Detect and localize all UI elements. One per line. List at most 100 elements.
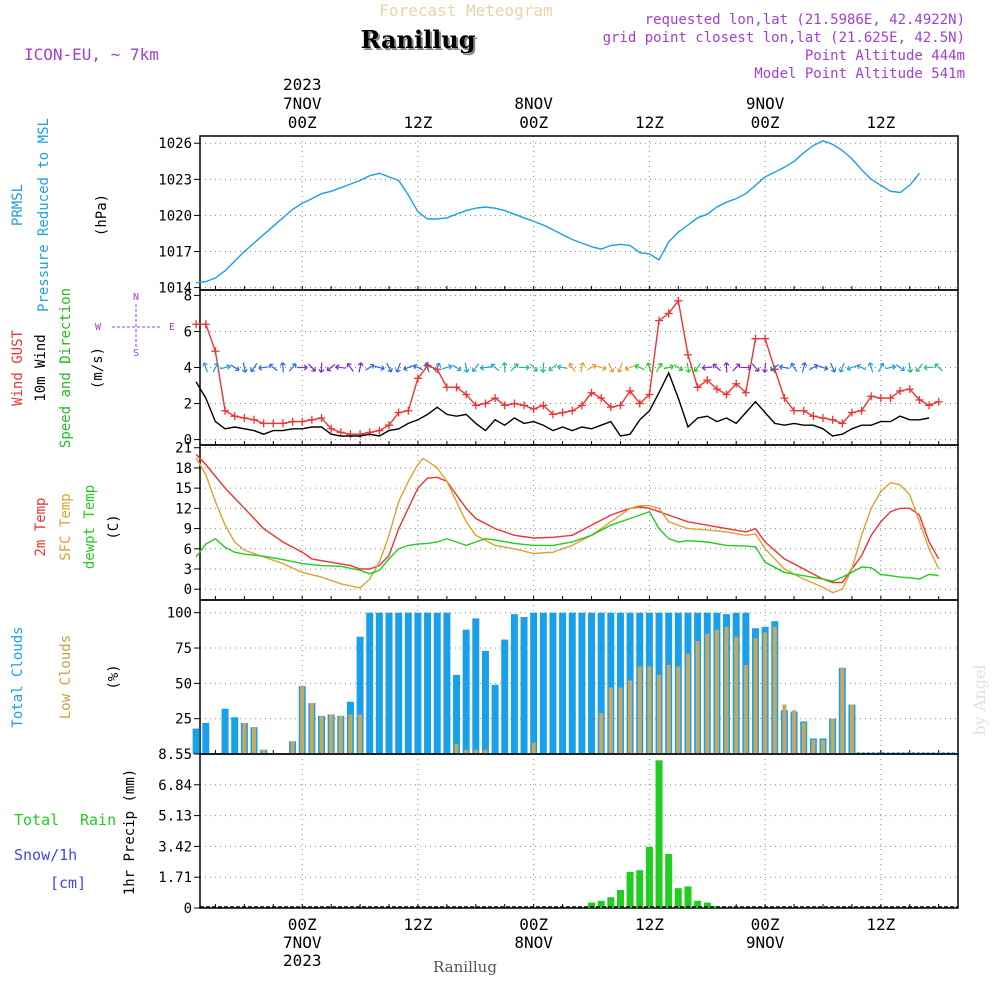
gust-marker xyxy=(413,374,422,383)
top-axis-label: 00Z xyxy=(751,113,780,132)
wind-direction-arrow-shape xyxy=(540,362,547,373)
wind-direction-arrow-shape xyxy=(818,365,829,372)
wind-direction-arrow-shape xyxy=(616,362,623,373)
wind-direction-arrow xyxy=(374,365,385,372)
wind-direction-arrow xyxy=(365,363,375,371)
bottom-axis-label: 00Z xyxy=(288,915,317,934)
wind-direction-arrow-shape xyxy=(463,362,470,373)
wind-gust-label: Wind GUST xyxy=(10,330,26,406)
top-axis-label: 12Z xyxy=(866,113,895,132)
total-clouds-bar xyxy=(597,612,605,754)
wind-direction-arrow xyxy=(308,363,316,372)
wind-direction-arrow-shape xyxy=(412,363,423,371)
pressure-ytick-label: 1017 xyxy=(158,245,192,261)
clouds-panel: 25 50 75 100 xyxy=(167,599,959,755)
cloud-unit: (%) xyxy=(106,664,122,689)
wind-direction-arrow-shape xyxy=(403,364,414,372)
gust-marker xyxy=(818,413,827,422)
bottom-axis-label: 9NOV xyxy=(746,933,785,952)
rain-bar xyxy=(636,870,644,908)
precip-ytick-label: 1.71 xyxy=(158,870,192,886)
total-clouds-bar xyxy=(481,650,489,754)
total-clouds-bar xyxy=(385,612,393,754)
gust-marker xyxy=(693,383,702,392)
bottom-axis-label: 8NOV xyxy=(514,933,553,952)
total-clouds-bar xyxy=(607,612,615,754)
rain-bar xyxy=(597,900,605,908)
gust-marker xyxy=(510,399,519,408)
wind-direction-arrow xyxy=(656,362,663,373)
pressure-reduced-label: Pressure Reduced to MSL xyxy=(36,118,52,312)
bottom-axis-label: 7NOV xyxy=(283,933,322,952)
bottom-axis-label: 12Z xyxy=(866,915,895,934)
total-clouds-bar xyxy=(221,708,229,754)
requested-coords: requested lon,lat (21.5986E, 42.4922N) xyxy=(645,12,965,28)
wind-direction-arrow-shape xyxy=(885,364,896,370)
gust-marker xyxy=(876,394,885,403)
wind-direction-arrow xyxy=(202,362,209,373)
wind-direction-arrow xyxy=(480,364,491,371)
low-clouds-bar xyxy=(734,636,739,754)
rain-bar xyxy=(694,900,702,908)
low-clouds-bar xyxy=(309,703,314,754)
low-clouds-bar xyxy=(763,632,768,754)
gust-marker xyxy=(896,386,905,395)
gust-marker xyxy=(230,412,239,421)
wind-direction-arrow-shape xyxy=(907,362,914,373)
wind-direction-arrow-shape xyxy=(472,363,480,373)
compass-rose: N S W E xyxy=(95,292,175,359)
low-clouds-bar xyxy=(329,714,334,754)
low-clouds-bar xyxy=(300,686,305,754)
wind-labels: Wind GUST 10m Wind Speed and Direction (… xyxy=(10,288,175,448)
wind-direction-arrow-shape xyxy=(318,362,325,373)
sfc-temp-line xyxy=(195,457,940,594)
clouds-ytick-label: 25 xyxy=(175,712,192,728)
wind-direction-arrow xyxy=(877,362,885,373)
wind-direction-arrow-shape xyxy=(877,362,885,373)
rain-bar xyxy=(684,886,692,908)
footer-location: Ranillug xyxy=(433,958,497,976)
wind-direction-arrow-shape xyxy=(634,363,645,371)
wind-direction-arrow-shape xyxy=(288,363,297,372)
wind-direction-arrow-shape xyxy=(241,362,248,373)
total-clouds-bar xyxy=(616,612,624,754)
wind-direction-arrow-shape xyxy=(801,362,808,373)
gust-marker xyxy=(491,394,500,403)
cloud-labels: Total Clouds Low Clouds (%) xyxy=(10,626,122,727)
gust-marker xyxy=(606,403,615,412)
total-clouds-bar xyxy=(559,612,567,754)
wind-direction-arrow-shape xyxy=(846,365,857,372)
wind-direction-arrow xyxy=(297,364,308,371)
gust-marker xyxy=(529,404,538,413)
low-clouds-bar xyxy=(599,713,604,754)
wind-direction-arrow xyxy=(838,362,845,373)
low-clouds-bar xyxy=(676,666,681,754)
wind-direction-arrow xyxy=(624,365,635,372)
gust-marker xyxy=(751,334,760,343)
gust-marker xyxy=(201,320,210,329)
low-clouds-bar xyxy=(637,666,642,754)
wind-direction-arrow-shape xyxy=(568,362,576,372)
gust-marker xyxy=(857,406,866,415)
wind-direction-arrow-shape xyxy=(712,363,722,372)
gust-marker xyxy=(703,376,712,385)
wind-direction-arrow-shape xyxy=(297,364,308,371)
gust-marker xyxy=(250,415,259,424)
gust-marker xyxy=(298,417,307,426)
wind-direction-arrow-shape xyxy=(357,362,364,373)
gust-marker xyxy=(317,413,326,422)
wind-direction-arrow xyxy=(751,363,760,372)
wind-direction-arrow xyxy=(258,364,269,371)
bottom-axis-label: 12Z xyxy=(403,915,432,934)
wind-direction-arrow-shape xyxy=(779,364,790,371)
rain-bar xyxy=(645,846,653,908)
wind-direction-arrow xyxy=(441,364,453,370)
low-clouds-bar xyxy=(782,704,787,754)
model-label: ICON-EU, ~ 7km xyxy=(24,45,159,64)
precip-frame xyxy=(199,753,959,909)
total-clouds-bar xyxy=(453,674,461,754)
wind-direction-arrow xyxy=(395,362,401,373)
wind-direction-arrow-shape xyxy=(434,362,441,373)
pressure-ytick-label: 1026 xyxy=(158,136,192,152)
